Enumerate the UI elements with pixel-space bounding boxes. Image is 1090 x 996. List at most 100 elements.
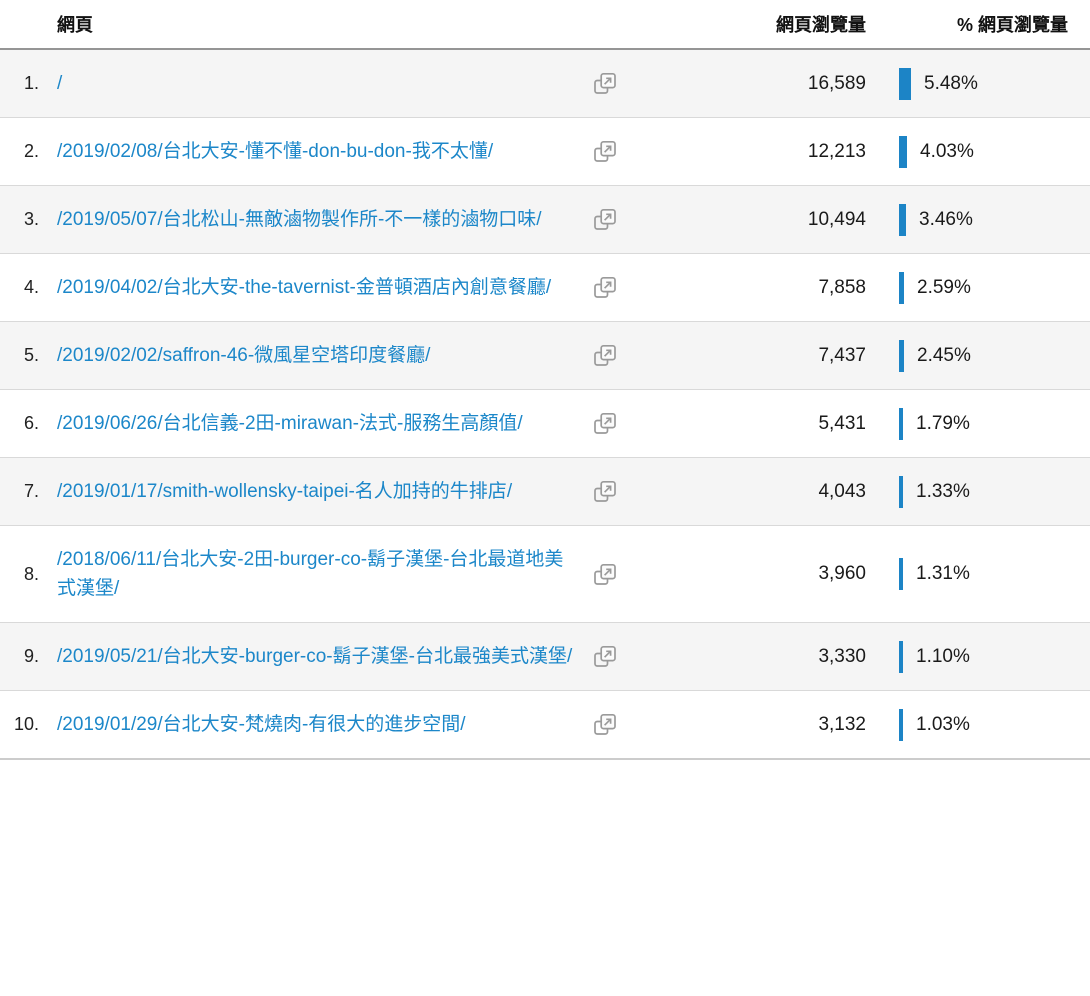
row-rank: 3. (23, 209, 39, 229)
page-url-cell: /2019/02/08/台北大安-懂不懂-don-bu-don-我不太懂/ (44, 118, 580, 185)
page-url-cell: / (44, 50, 580, 117)
table-body: 1. / 16,589 5.48% 2. /2019/02/08/台北大安-懂不… (0, 50, 1090, 760)
external-link-cell (580, 480, 630, 503)
column-header-page[interactable]: 網頁 (57, 15, 93, 35)
pageviews-value: 7,858 (818, 276, 866, 298)
page-url-link[interactable]: /2019/06/26/台北信義-2田-mirawan-法式-服務生高顏值/ (57, 413, 523, 434)
pct-pageviews-cell: 4.03% (866, 135, 1090, 168)
external-link-cell (580, 208, 630, 231)
table-row: 7. /2019/01/17/smith-wollensky-taipei-名人… (0, 458, 1090, 526)
pageviews-value: 3,132 (818, 713, 866, 735)
page-url-link[interactable]: /2019/01/17/smith-wollensky-taipei-名人加持的… (57, 481, 513, 502)
page-url-cell: /2019/04/02/台北大安-the-tavernist-金普頓酒店內創意餐… (44, 254, 580, 321)
external-link-cell (580, 563, 630, 586)
pct-bar (899, 203, 906, 236)
pct-pageviews-cell: 3.46% (866, 203, 1090, 236)
column-header-pageviews[interactable]: 網頁瀏覽量 (776, 15, 866, 35)
page-url-link[interactable]: / (57, 73, 63, 94)
open-in-new-window-icon[interactable] (593, 412, 617, 435)
pct-pageviews-cell: 1.03% (866, 708, 1090, 741)
table-row: 10. /2019/01/29/台北大安-梵燒肉-有很大的進步空間/ 3,132… (0, 691, 1090, 760)
row-rank: 2. (23, 141, 39, 161)
pageviews-value: 12,213 (807, 140, 866, 162)
pct-pageviews-value: 2.59% (917, 276, 971, 298)
pageviews-value: 5,431 (818, 412, 866, 434)
pageviews-value: 7,437 (818, 344, 866, 366)
external-link-cell (580, 645, 630, 668)
pageviews-value: 4,043 (818, 480, 866, 502)
pct-bar (899, 339, 904, 372)
page-url-link[interactable]: /2019/05/21/台北大安-burger-co-鬍子漢堡-台北最強美式漢堡… (57, 646, 573, 667)
pct-pageviews-value: 1.03% (916, 713, 970, 735)
pct-pageviews-cell: 1.31% (866, 558, 1090, 590)
external-link-cell (580, 140, 630, 163)
page-url-link[interactable]: /2018/06/11/台北大安-2田-burger-co-鬍子漢堡-台北最道地… (57, 549, 564, 599)
row-rank: 1. (23, 73, 39, 93)
open-in-new-window-icon[interactable] (593, 563, 617, 586)
page-url-link[interactable]: /2019/01/29/台北大安-梵燒肉-有很大的進步空間/ (57, 714, 466, 735)
external-link-cell (580, 72, 630, 95)
pct-bar (899, 67, 911, 100)
pages-report-table: 網頁 網頁瀏覽量 % 網頁瀏覽量 1. / 16,589 5.48% 2. /2… (0, 0, 1090, 760)
pct-bar (899, 640, 903, 673)
external-link-cell (580, 412, 630, 435)
table-header-row: 網頁 網頁瀏覽量 % 網頁瀏覽量 (0, 0, 1090, 50)
pct-pageviews-cell: 5.48% (866, 67, 1090, 100)
pct-pageviews-value: 1.10% (916, 645, 970, 667)
pct-pageviews-value: 3.46% (919, 208, 973, 230)
page-url-link[interactable]: /2019/02/08/台北大安-懂不懂-don-bu-don-我不太懂/ (57, 141, 494, 162)
pct-bar (899, 475, 903, 508)
pct-pageviews-value: 2.45% (917, 344, 971, 366)
open-in-new-window-icon[interactable] (593, 344, 617, 367)
row-rank: 4. (23, 277, 39, 297)
open-in-new-window-icon[interactable] (593, 480, 617, 503)
page-url-cell: /2019/01/17/smith-wollensky-taipei-名人加持的… (44, 458, 580, 525)
open-in-new-window-icon[interactable] (593, 72, 617, 95)
table-row: 6. /2019/06/26/台北信義-2田-mirawan-法式-服務生高顏值… (0, 390, 1090, 458)
open-in-new-window-icon[interactable] (593, 140, 617, 163)
page-url-link[interactable]: /2019/02/02/saffron-46-微風星空塔印度餐廳/ (57, 345, 431, 366)
pct-bar (899, 558, 903, 590)
page-url-cell: /2019/05/07/台北松山-無敵滷物製作所-不一樣的滷物口味/ (44, 186, 580, 253)
page-url-cell: /2019/06/26/台北信義-2田-mirawan-法式-服務生高顏值/ (44, 390, 580, 457)
pct-pageviews-value: 1.31% (916, 563, 970, 584)
pct-pageviews-value: 4.03% (920, 140, 974, 162)
pageviews-value: 16,589 (807, 72, 866, 94)
pct-pageviews-value: 1.79% (916, 412, 970, 434)
table-row: 1. / 16,589 5.48% (0, 50, 1090, 118)
column-header-pct-pageviews[interactable]: % 網頁瀏覽量 (956, 15, 1068, 35)
table-row: 2. /2019/02/08/台北大安-懂不懂-don-bu-don-我不太懂/… (0, 118, 1090, 186)
pct-bar (899, 135, 907, 168)
pageviews-value: 3,960 (818, 563, 866, 584)
row-rank: 9. (23, 646, 39, 666)
pct-pageviews-cell: 1.33% (866, 475, 1090, 508)
page-url-link[interactable]: /2019/04/02/台北大安-the-tavernist-金普頓酒店內創意餐… (57, 277, 552, 298)
table-row: 5. /2019/02/02/saffron-46-微風星空塔印度餐廳/ 7,4… (0, 322, 1090, 390)
page-url-cell: /2019/05/21/台北大安-burger-co-鬍子漢堡-台北最強美式漢堡… (44, 623, 580, 690)
row-rank: 5. (23, 345, 39, 365)
row-rank: 7. (23, 481, 39, 501)
row-rank: 8. (23, 563, 39, 584)
pct-bar (899, 271, 904, 304)
pct-pageviews-cell: 2.59% (866, 271, 1090, 304)
open-in-new-window-icon[interactable] (593, 208, 617, 231)
table-row: 4. /2019/04/02/台北大安-the-tavernist-金普頓酒店內… (0, 254, 1090, 322)
external-link-cell (580, 713, 630, 736)
open-in-new-window-icon[interactable] (593, 645, 617, 668)
table-row: 8. /2018/06/11/台北大安-2田-burger-co-鬍子漢堡-台北… (0, 526, 1090, 623)
page-url-cell: /2018/06/11/台北大安-2田-burger-co-鬍子漢堡-台北最道地… (44, 526, 580, 622)
table-row: 3. /2019/05/07/台北松山-無敵滷物製作所-不一樣的滷物口味/ 10… (0, 186, 1090, 254)
page-url-link[interactable]: /2019/05/07/台北松山-無敵滷物製作所-不一樣的滷物口味/ (57, 209, 542, 230)
row-rank: 6. (23, 413, 39, 433)
pageviews-value: 3,330 (818, 645, 866, 667)
pct-bar (899, 407, 903, 440)
page-url-cell: /2019/02/02/saffron-46-微風星空塔印度餐廳/ (44, 322, 580, 389)
open-in-new-window-icon[interactable] (593, 276, 617, 299)
external-link-cell (580, 276, 630, 299)
pct-pageviews-cell: 2.45% (866, 339, 1090, 372)
external-link-cell (580, 344, 630, 367)
open-in-new-window-icon[interactable] (593, 713, 617, 736)
pct-pageviews-value: 1.33% (916, 480, 970, 502)
pct-pageviews-cell: 1.10% (866, 640, 1090, 673)
table-row: 9. /2019/05/21/台北大安-burger-co-鬍子漢堡-台北最強美… (0, 623, 1090, 691)
